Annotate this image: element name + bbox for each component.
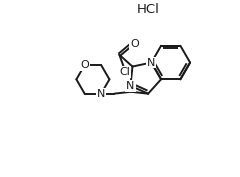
Text: N: N [97,89,105,99]
Text: HCl: HCl [137,3,160,16]
Text: O: O [80,60,89,70]
Text: O: O [130,39,139,49]
Text: N: N [126,81,135,91]
Text: Cl: Cl [120,67,131,77]
Text: N: N [147,58,156,68]
